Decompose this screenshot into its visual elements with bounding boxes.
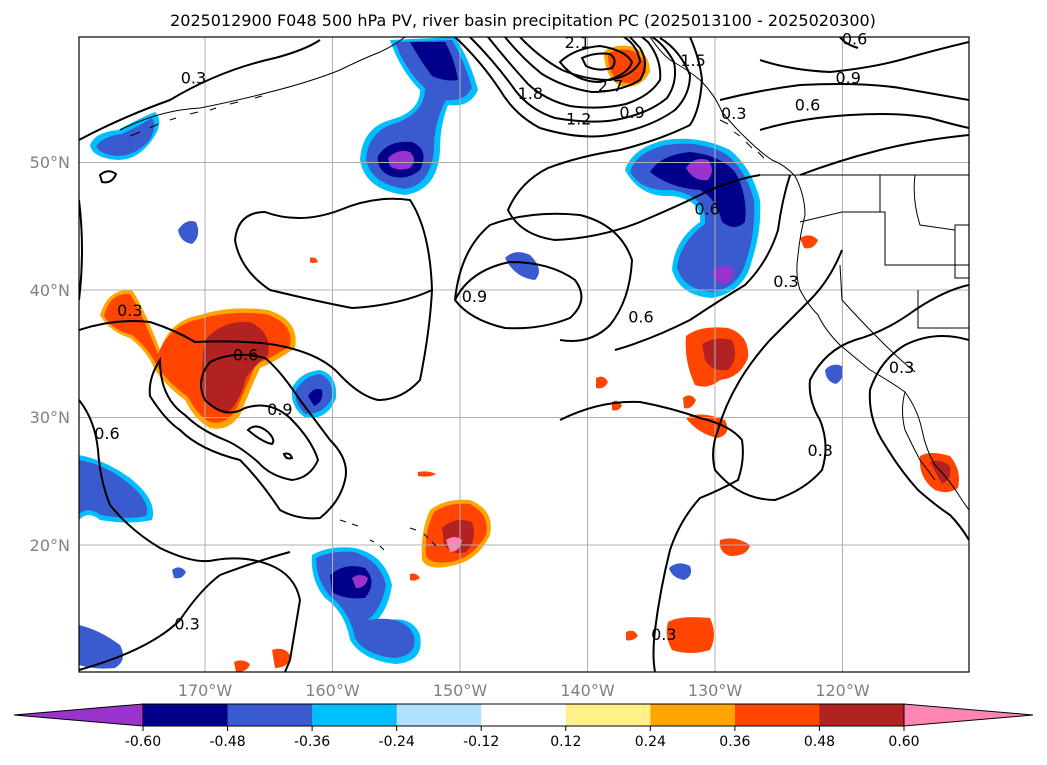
positive-anomaly-central-pacific (100, 289, 296, 429)
lon-tick-label: 120°W (815, 681, 870, 700)
contour-label: 2.7 (598, 76, 623, 95)
colorbar-segment (650, 704, 736, 726)
latitude-axis: 20°N 30°N 40°N 50°N (30, 153, 70, 555)
colorbar: -0.60 -0.48 -0.36 -0.24 -0.12 0.12 0.24 0.36 0.4… (13, 703, 1034, 750)
longitude-axis: 170°W 160°W 150°W 140°W 130°W 120°W (178, 681, 870, 700)
colorbar-tick-label: -0.12 (463, 734, 499, 750)
colorbar-segment (143, 704, 229, 726)
lon-tick-label: 140°W (560, 681, 615, 700)
gridlines (79, 37, 969, 672)
colorbar-segment (565, 704, 651, 726)
colorbar-segment (481, 704, 567, 726)
contour-label: 0.3 (889, 358, 914, 377)
negative-anomaly-small-cells (172, 221, 844, 580)
colorbar-extend-max (903, 703, 1034, 727)
contour-label: 0.6 (694, 199, 719, 218)
contour-label: 0.3 (181, 69, 206, 88)
colorbar-segment (819, 704, 905, 726)
pv-contours (79, 37, 969, 672)
contour-label: 1.2 (566, 109, 591, 128)
colorbar-tick-label: -0.24 (379, 734, 415, 750)
map-panel: 0.3 0.3 0.6 0.9 0.6 0.3 2.1 1.8 2.7 1.2 0.9 1.5 0.6 0… (78, 29, 970, 673)
colorbar-tick-label: 0.60 (888, 734, 919, 750)
coastlines (119, 37, 969, 551)
colorbar-segment (734, 704, 820, 726)
lat-tick-label: 40°N (30, 281, 70, 300)
map-border (78, 36, 970, 673)
colorbar-segment (227, 704, 313, 726)
colorbar-segment (396, 704, 482, 726)
contour-label: 0.3 (117, 301, 142, 320)
colorbar-tick-label: 0.48 (804, 734, 835, 750)
contour-labels: 0.3 0.3 0.6 0.9 0.6 0.3 2.1 1.8 2.7 1.2 0.9 1.5 0.6 0… (94, 29, 914, 644)
contour-label: 0.3 (174, 615, 199, 634)
colorbar-tick-label: 0.36 (719, 734, 750, 750)
negative-anomaly-west-aleutian (90, 112, 160, 160)
lat-tick-label: 50°N (30, 153, 70, 172)
lon-tick-label: 160°W (305, 681, 360, 700)
negative-anomaly-south-west (79, 455, 421, 669)
contour-label: 0.6 (628, 307, 653, 326)
contour-label: 0.6 (795, 95, 820, 114)
contour-label: 0.9 (835, 69, 860, 88)
contour-label: 0.3 (808, 441, 833, 460)
contour-label: 1.5 (680, 51, 705, 70)
negative-anomaly-gulf-of-alaska (360, 37, 478, 195)
contour-label: 1.8 (518, 84, 543, 103)
lon-tick-label: 150°W (433, 681, 488, 700)
colorbar-tick-label: -0.36 (294, 734, 330, 750)
contour-label: 0.3 (773, 272, 798, 291)
contour-label: 0.6 (842, 29, 867, 48)
colorbar-outline (142, 703, 905, 727)
colorbar-segment (312, 704, 398, 726)
contour-label: 0.6 (233, 346, 258, 365)
contour-label: 0.9 (267, 400, 292, 419)
contour-label: 0.9 (462, 287, 487, 306)
colorbar-tick-label: 0.24 (635, 734, 666, 750)
lon-tick-label: 170°W (178, 681, 233, 700)
contour-label: 2.1 (565, 33, 590, 52)
precipitation-shading (79, 37, 959, 672)
contour-label: 0.6 (94, 424, 119, 443)
map-title: 2025012900 F048 500 hPa PV, river basin … (170, 11, 876, 30)
contour-label: 0.9 (619, 103, 644, 122)
negative-anomaly-pacific-northwest (625, 138, 761, 298)
lon-tick-label: 130°W (688, 681, 743, 700)
colorbar-tick-label: 0.12 (550, 734, 581, 750)
colorbar-tick-label: -0.48 (209, 734, 245, 750)
contour-label: 0.3 (651, 625, 676, 644)
colorbar-extend-min (13, 703, 144, 727)
colorbar-tick-label: -0.60 (125, 734, 161, 750)
contour-label: 0.3 (721, 104, 746, 123)
lat-tick-label: 20°N (30, 536, 70, 555)
lat-tick-label: 30°N (30, 408, 70, 427)
